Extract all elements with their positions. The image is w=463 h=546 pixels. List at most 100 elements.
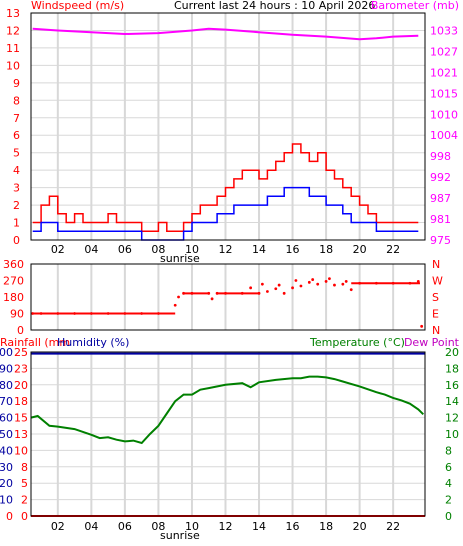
direction-point-7	[140, 312, 144, 315]
temperature-tick-10: 20	[445, 346, 459, 359]
time-label-bottom-3: 08	[151, 520, 165, 533]
direction-tick-4: 0	[17, 324, 24, 337]
humidity-axis-title: Humidity (%)	[57, 336, 129, 349]
panel-2-left-ticks: 360 270 180 90 0	[3, 258, 24, 337]
direction-point-24	[282, 291, 286, 295]
panel-1-right-ticks: 975 981 987 992 998 1004 1010 1015 1021 1027 1033	[430, 24, 458, 247]
time-label-bottom-6: 14	[252, 520, 266, 533]
direction-point-1	[39, 312, 43, 315]
rainfall-tick-0: 0	[21, 510, 28, 523]
barometer-tick-5: 1004	[430, 129, 458, 142]
direction-point-0	[31, 312, 35, 315]
wind-axis-title: Windspeed (m/s)	[31, 0, 124, 12]
time-label-top-6: 14	[252, 243, 266, 256]
sunrise-label-bottom: sunrise	[160, 529, 200, 542]
temperature-tick-7: 14	[445, 395, 459, 408]
wind-tick-12: 12	[6, 24, 20, 37]
direction-point-36	[349, 288, 353, 292]
direction-point-3	[73, 312, 76, 315]
gust-line	[32, 143, 419, 233]
time-label-top-4: 10	[185, 243, 199, 256]
time-label-top-1: 04	[84, 243, 98, 256]
direction-point-10	[177, 295, 180, 299]
time-label-top-10: 22	[386, 243, 400, 256]
barometer-tick-7: 1015	[430, 87, 458, 100]
direction-point-28	[307, 280, 311, 284]
wind-tick-9: 9	[13, 77, 20, 90]
rainfall-tick-10: 25	[14, 346, 28, 359]
time-label-top-0: 02	[51, 243, 65, 256]
compass-tick-2: S	[432, 291, 439, 304]
humidity-tick-1: 10	[0, 494, 13, 507]
temperature-tick-2: 4	[445, 477, 452, 490]
wind-tick-10: 10	[6, 59, 20, 72]
direction-point-20	[260, 282, 264, 286]
rainfall-tick-6: 15	[14, 412, 28, 425]
direction-point-9	[173, 303, 177, 307]
time-label-top-3: 08	[151, 243, 165, 256]
direction-tick-1: 270	[3, 275, 24, 288]
humidity-tick-8: 80	[0, 379, 13, 392]
barometer-tick-9: 1027	[430, 45, 458, 58]
wind-tick-7: 7	[13, 112, 20, 125]
time-label-bottom-4: 10	[185, 520, 199, 533]
barometer-tick-6: 1010	[430, 108, 458, 121]
direction-point-13	[207, 291, 211, 295]
compass-tick-4: N	[432, 324, 440, 337]
temperature-tick-6: 12	[445, 412, 459, 425]
direction-point-4	[89, 312, 93, 315]
panel-3-right-ticks: 0 2 4 6 8 10 12 14 16 18 20	[445, 346, 459, 523]
panel-3-frame	[30, 351, 426, 517]
barometer-line	[32, 27, 419, 41]
temperature-axis-title: Temperature (°C)	[309, 336, 405, 349]
humidity-tick-6: 60	[0, 412, 13, 425]
wind-tick-0: 0	[13, 234, 20, 247]
time-label-top-5: 12	[218, 243, 232, 256]
direction-point-6	[123, 312, 127, 315]
temperature-tick-0: 0	[445, 510, 452, 523]
direction-point-34	[341, 282, 345, 286]
compass-tick-0: N	[432, 258, 440, 271]
time-label-bottom-0: 02	[51, 520, 65, 533]
time-label-bottom-7: 16	[286, 520, 300, 533]
direction-point-32	[328, 277, 331, 281]
dewpoint-axis-title: Dew Point	[404, 336, 460, 349]
temperature-tick-8: 16	[445, 379, 459, 392]
panel-3-time-labels: 02 04 06 08 10 12 14 16 18 20 22	[51, 520, 400, 533]
rainfall-tick-5: 13	[14, 428, 28, 441]
rainfall-tick-1: 2	[21, 494, 28, 507]
direction-tick-3: 90	[10, 308, 24, 321]
humidity-tick-5: 50	[0, 428, 13, 441]
direction-point-31	[324, 280, 328, 283]
time-label-top-9: 20	[353, 243, 367, 256]
temperature-tick-9: 18	[445, 362, 459, 375]
humidity-tick-9: 90	[0, 362, 13, 375]
rainfall-tick-7: 18	[14, 395, 28, 408]
temperature-tick-4: 8	[445, 444, 452, 457]
wind-tick-2: 2	[13, 199, 20, 212]
barometer-tick-1: 981	[430, 213, 451, 226]
barometer-tick-3: 992	[430, 171, 451, 184]
panel-3-gridlines	[31, 351, 425, 517]
direction-point-23	[277, 283, 281, 287]
humidity-tick-10: 100	[0, 346, 13, 359]
time-label-top-8: 18	[319, 243, 333, 256]
barometer-axis-title: Barometer (mb)	[371, 0, 459, 12]
rainfall-tick-8: 20	[14, 379, 28, 392]
humidity-tick-4: 40	[0, 444, 13, 457]
direction-point-35	[344, 280, 348, 283]
direction-point-12	[190, 291, 194, 295]
direction-point-11	[182, 291, 185, 295]
direction-point-33	[333, 283, 336, 287]
rainfall-axis-title: Rainfall (mm	[0, 336, 70, 349]
direction-point-39	[391, 281, 395, 285]
temperature-line	[30, 375, 424, 445]
barometer-tick-4: 998	[430, 150, 451, 163]
rainfall-tick-4: 10	[14, 444, 28, 457]
direction-point-5	[106, 312, 110, 315]
